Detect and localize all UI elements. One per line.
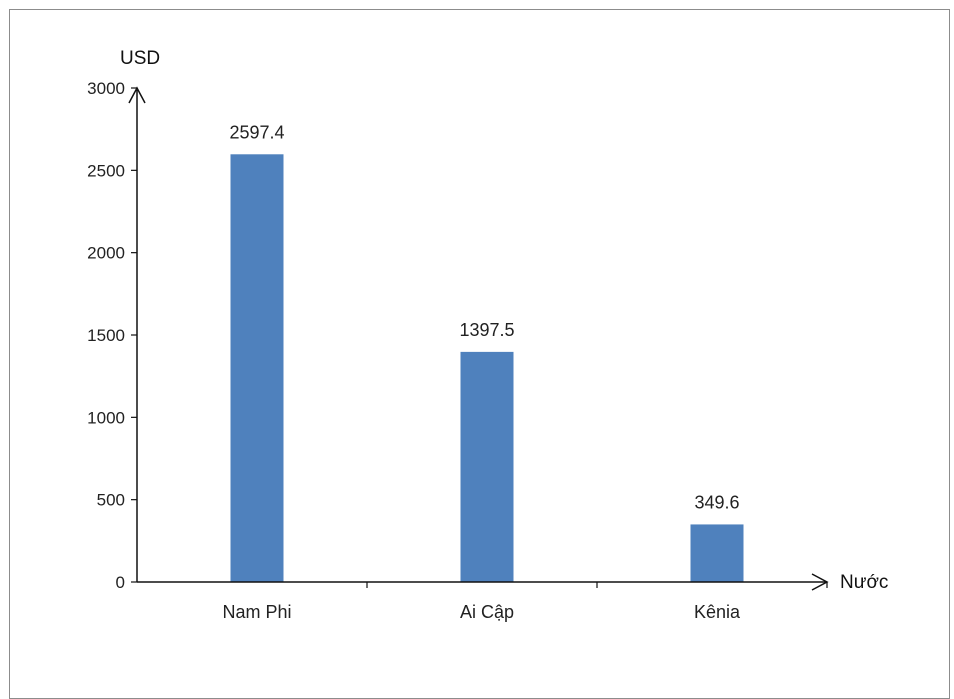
y-tick-label: 0 [116, 573, 125, 592]
y-axis-arrow-icon [128, 86, 146, 104]
bar-nam-phi [230, 154, 284, 582]
x-category-label: Ai Cập [460, 602, 514, 622]
bar-ai-cập [460, 351, 514, 582]
x-axis-ticks: Nam Phi Ai Cập Kênia [222, 582, 828, 622]
y-tick-label: 1500 [87, 326, 125, 345]
bars [230, 154, 744, 582]
y-tick-label: 2500 [87, 161, 125, 180]
y-tick-label: 3000 [87, 79, 125, 98]
bar-kênia [690, 524, 744, 582]
x-category-label: Kênia [694, 602, 741, 622]
bar-chart: 0 500 1000 1500 2000 2500 3000 Nam Phi Ai Cập Kê… [87, 48, 888, 622]
y-axis-ticks: 0 500 1000 1500 2000 2500 3000 [87, 79, 137, 592]
bar-value-label: 2597.4 [229, 122, 284, 142]
x-axis-arrow-icon [811, 573, 829, 591]
y-tick-label: 500 [97, 491, 125, 510]
bar-value-label: 1397.5 [459, 320, 514, 340]
x-axis-title: Nước [840, 572, 888, 593]
bar-value-label: 349.6 [694, 492, 739, 512]
y-tick-label: 2000 [87, 244, 125, 263]
y-axis-title: USD [120, 48, 160, 69]
value-labels: 2597.4 1397.5 349.6 [229, 122, 739, 512]
x-category-label: Nam Phi [222, 602, 291, 622]
y-tick-label: 1000 [87, 408, 125, 427]
